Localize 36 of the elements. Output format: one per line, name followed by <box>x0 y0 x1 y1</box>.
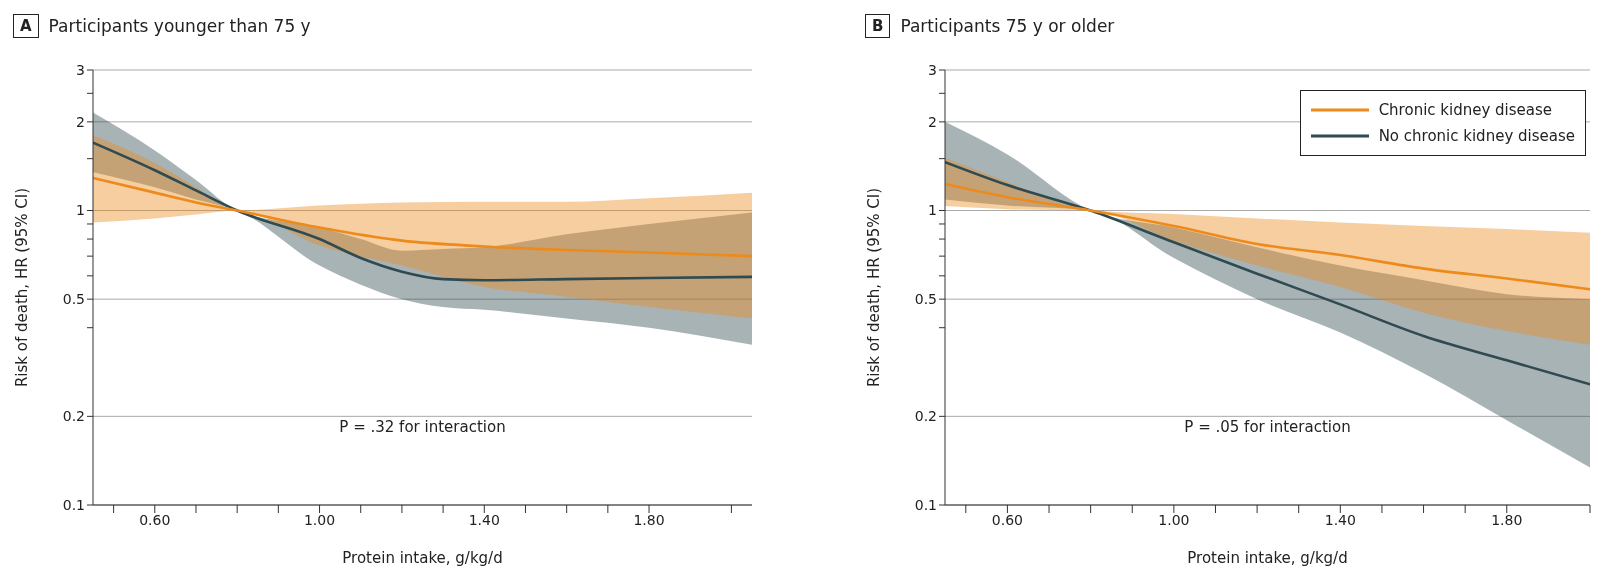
line-series <box>945 160 1590 386</box>
x-tick-label: 1.40 <box>1324 511 1356 528</box>
text: B <box>865 14 891 38</box>
line-series <box>93 176 752 258</box>
annotation: P = .05 for interaction <box>1183 418 1352 436</box>
x-tick-label: 1.00 <box>1158 511 1190 528</box>
y-tick-label: 1 <box>928 202 937 219</box>
line-series <box>945 182 1590 291</box>
y-axis-title: Risk of death, HR (95% CI) <box>865 187 884 388</box>
x-tick-label: 0.60 <box>991 511 1024 528</box>
y-tick-label: 0.2 <box>62 408 85 425</box>
x-tick-label: 1.80 <box>633 511 665 528</box>
text: A <box>13 14 39 38</box>
y-tick-label: 3 <box>76 61 85 78</box>
y-tick-label: 0.5 <box>62 291 85 308</box>
annotation: P = .32 for interaction <box>338 418 507 436</box>
y-axis-title: Risk of death, HR (95% CI) <box>13 187 32 388</box>
chart-title: Participants younger than 75 y <box>48 16 311 36</box>
y-tick-label: 2 <box>928 113 937 130</box>
y-tick-label: 0.5 <box>914 291 937 308</box>
x-tick-label: 1.00 <box>303 511 336 528</box>
x-tick-label: 0.60 <box>139 511 171 528</box>
legend-label: No chronic kidney disease <box>1378 126 1575 147</box>
line-series <box>93 141 752 282</box>
x-tick-label: 1.80 <box>1491 511 1523 528</box>
y-tick-label: 2 <box>76 113 85 130</box>
y-tick-label: 0.1 <box>914 496 937 513</box>
chart-title: Participants 75 y or older <box>900 16 1115 36</box>
x-axis-title: Protein intake, g/kg/d <box>342 549 503 567</box>
y-tick-label: 0.2 <box>914 408 937 425</box>
y-tick-label: 1 <box>76 202 85 219</box>
y-tick-label: 3 <box>928 61 937 78</box>
x-axis-title: Protein intake, g/kg/d <box>1187 549 1348 567</box>
x-tick-label: 1.40 <box>468 511 500 528</box>
y-tick-label: 0.1 <box>62 496 85 513</box>
legend-label: Chronic kidney disease <box>1378 100 1553 121</box>
